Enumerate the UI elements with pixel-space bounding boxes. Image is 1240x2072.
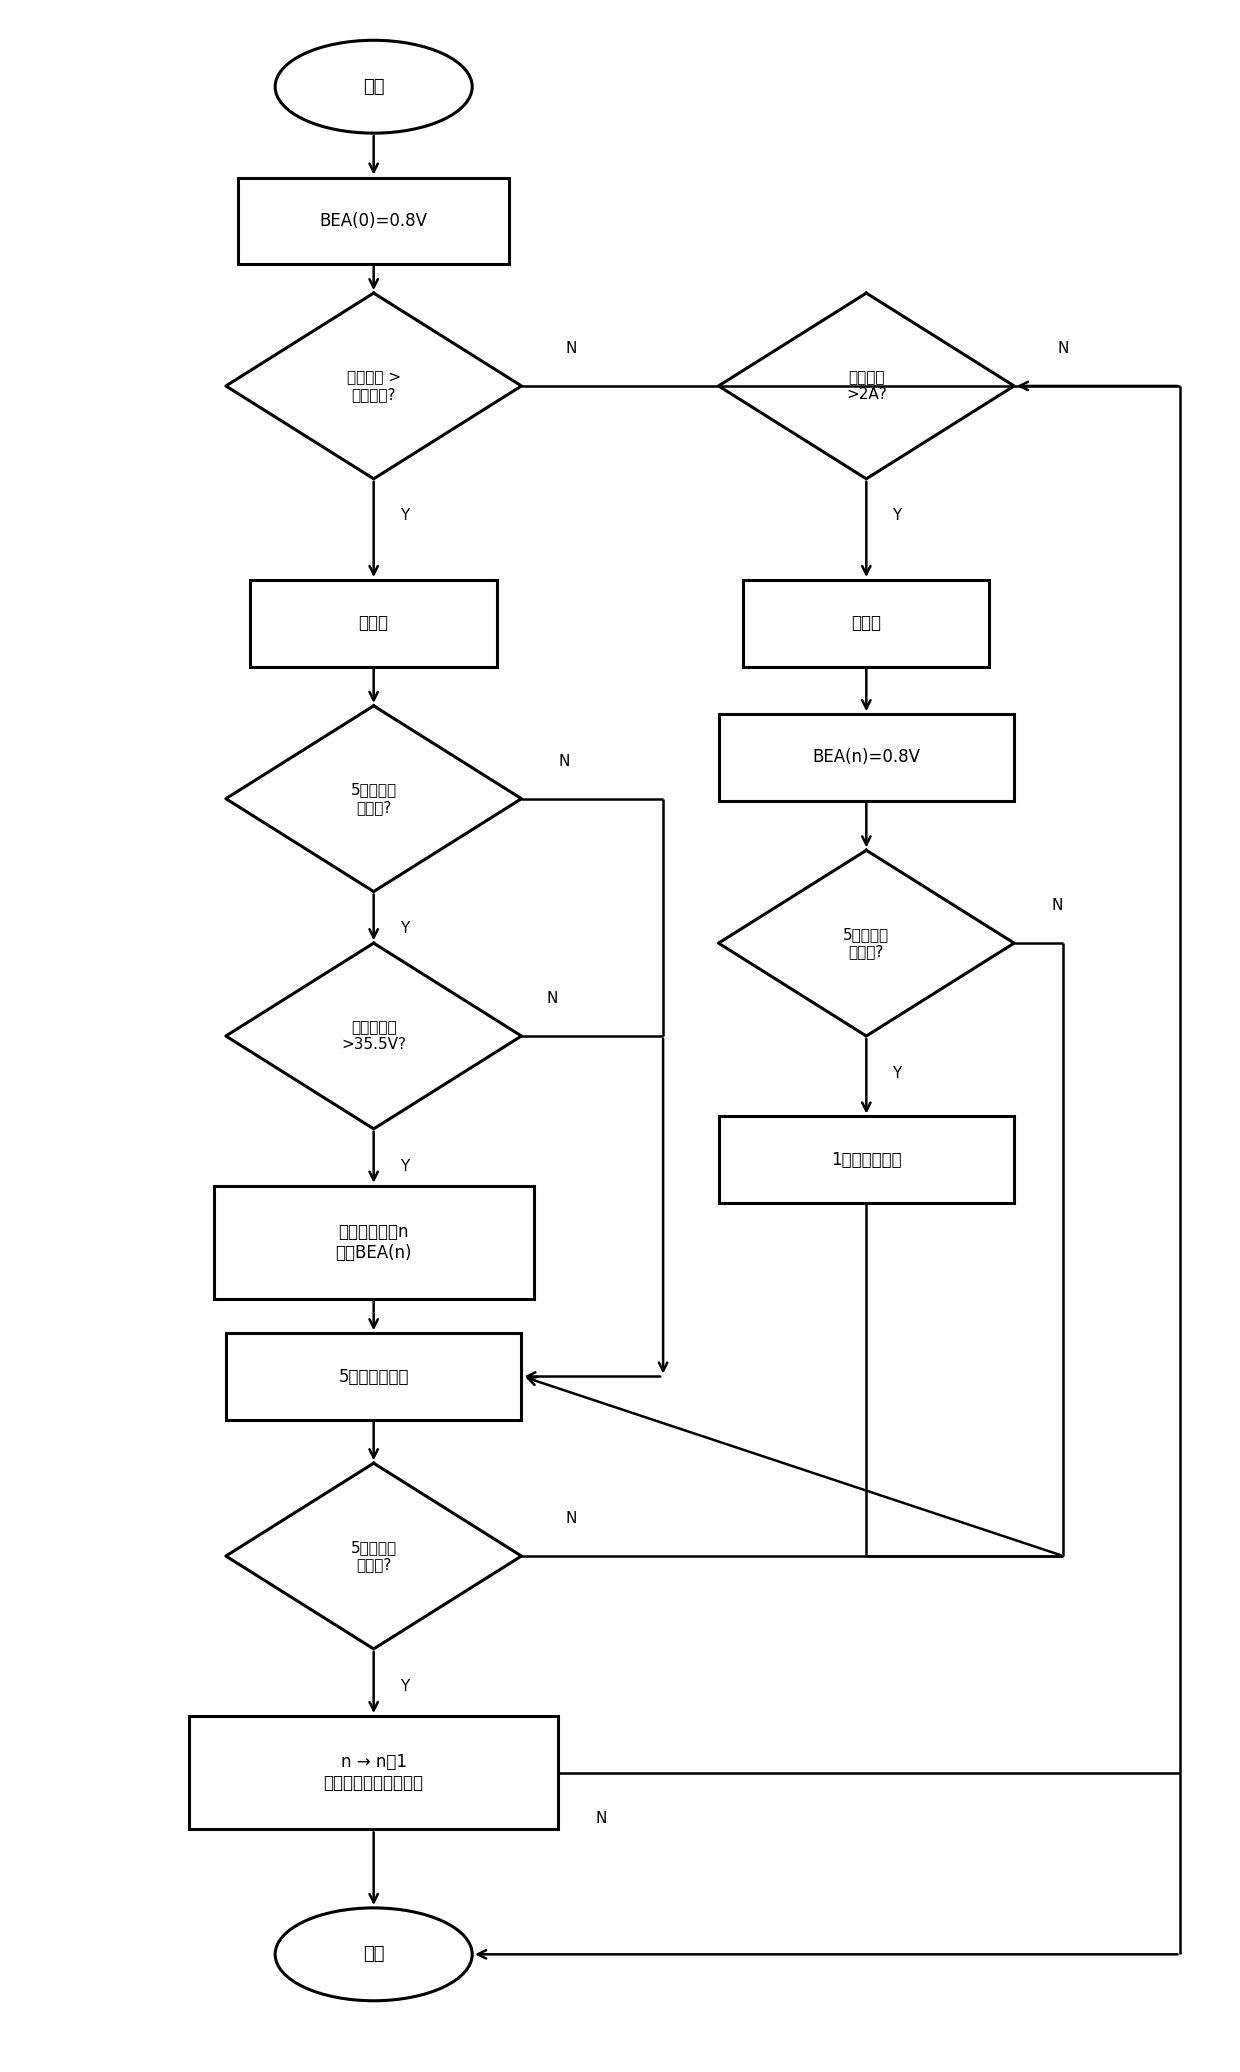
Text: 根据当前时刻n
输出BEA(n): 根据当前时刻n 输出BEA(n) [335, 1222, 412, 1262]
Text: 5分钟定时
未启动?: 5分钟定时 未启动? [843, 926, 889, 959]
Bar [743, 580, 990, 667]
Text: Y: Y [399, 922, 409, 937]
Text: 返回: 返回 [363, 1946, 384, 1964]
Text: 开始: 开始 [363, 79, 384, 95]
Text: 1分钟定时启动: 1分钟定时启动 [831, 1150, 901, 1169]
Text: BEA(n)=0.8V: BEA(n)=0.8V [812, 748, 920, 767]
Text: 放电电流
>2A?: 放电电流 >2A? [846, 369, 887, 402]
Text: N: N [1052, 899, 1063, 914]
Text: Y: Y [399, 1158, 409, 1173]
Text: n → n－1
当前阶段转入下一阶段: n → n－1 当前阶段转入下一阶段 [324, 1753, 424, 1792]
Text: 万阵电流 >
负载电流?: 万阵电流 > 负载电流? [347, 369, 401, 402]
Text: Y: Y [399, 1678, 409, 1693]
Text: 5分钟定时启动: 5分钟定时启动 [339, 1368, 409, 1386]
Text: 蓄电池电压
>35.5V?: 蓄电池电压 >35.5V? [341, 1019, 407, 1053]
Text: N: N [559, 754, 570, 769]
Bar [718, 1117, 1014, 1204]
Text: Y: Y [399, 508, 409, 524]
Text: BEA(0)=0.8V: BEA(0)=0.8V [320, 211, 428, 230]
Text: N: N [547, 990, 558, 1007]
Bar [213, 1185, 533, 1299]
Text: Y: Y [893, 508, 901, 524]
Text: 5分钟定时
未启动?: 5分钟定时 未启动? [351, 783, 397, 814]
Text: 光照期: 光照期 [358, 613, 388, 632]
Text: N: N [565, 342, 577, 356]
Text: Y: Y [893, 1065, 901, 1082]
Bar [238, 178, 510, 265]
Text: 阴影期: 阴影期 [852, 613, 882, 632]
Bar [718, 715, 1014, 800]
Text: N: N [596, 1811, 608, 1825]
Text: N: N [565, 1510, 577, 1527]
Bar [188, 1716, 558, 1830]
Text: 5分钟定时
时间到?: 5分钟定时 时间到? [351, 1539, 397, 1573]
Bar [226, 1332, 522, 1419]
Text: N: N [1058, 342, 1069, 356]
Bar [250, 580, 497, 667]
